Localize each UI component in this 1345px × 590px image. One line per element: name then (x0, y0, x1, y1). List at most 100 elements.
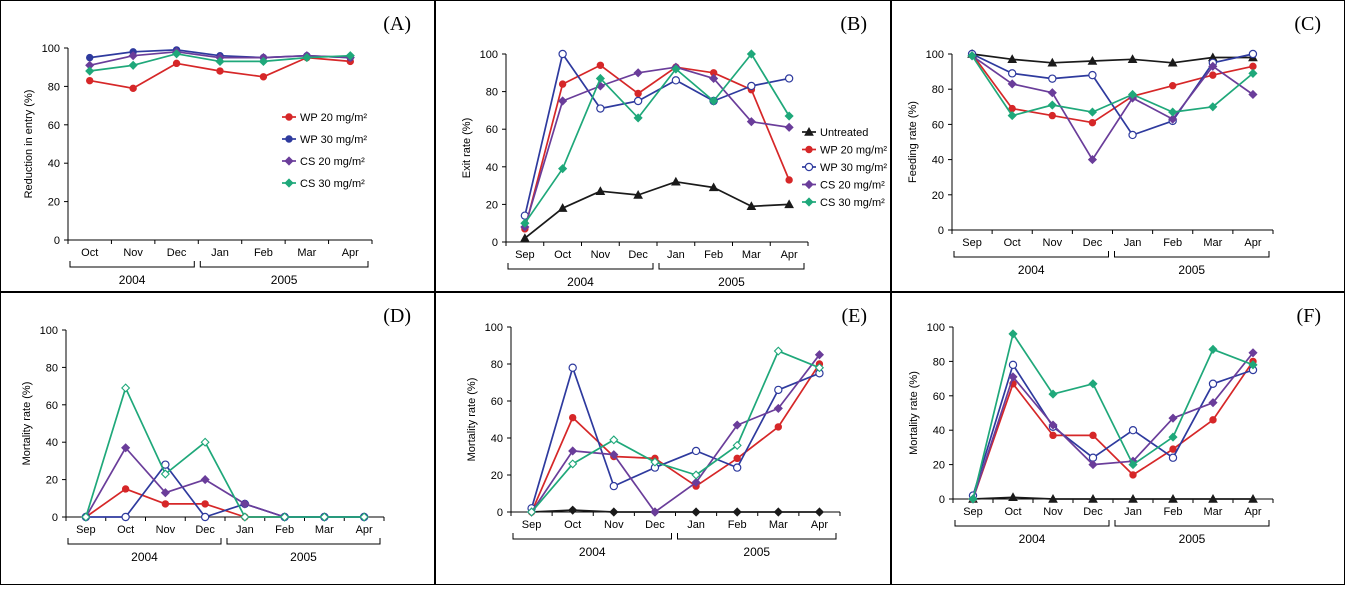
data-point (1008, 360, 1018, 370)
series-green (968, 329, 1258, 504)
series-line (530, 350, 820, 513)
data-point (1248, 89, 1258, 100)
x-tick-label: Feb (275, 524, 294, 536)
data-point (1008, 372, 1018, 382)
data-point (814, 350, 825, 360)
series-line (524, 180, 790, 239)
x-tick-label: Oct (117, 524, 134, 536)
y-tick-label: 100 (926, 49, 944, 61)
data-point (1089, 431, 1097, 440)
x-tick-label: Sep (962, 237, 982, 249)
y-axis-title: Feeding rate (%) (907, 101, 919, 183)
data-point (747, 81, 756, 91)
year-label: 2004 (1018, 263, 1045, 277)
x-tick-label: Feb (254, 247, 273, 259)
data-point (746, 117, 756, 127)
data-point (774, 423, 783, 431)
data-point (1208, 61, 1218, 71)
x-tick-label: Dec (628, 249, 648, 261)
x-tick-label: Feb (1164, 506, 1183, 518)
x-tick-label: Dec (1083, 237, 1103, 249)
y-tick-label: 40 (491, 433, 503, 445)
data-point (200, 512, 210, 522)
data-point (568, 459, 578, 469)
y-tick-label: 80 (46, 362, 58, 374)
x-tick-label: Feb (704, 249, 723, 261)
data-point (1008, 492, 1018, 501)
x-tick-label: Oct (1004, 506, 1021, 518)
x-tick-label: Mar (297, 247, 316, 259)
data-point (1087, 107, 1098, 117)
y-tick-label: 60 (48, 120, 60, 132)
x-tick-label: Sep (522, 519, 542, 531)
data-point (709, 73, 719, 84)
data-point (520, 233, 530, 242)
data-point (1168, 114, 1178, 124)
y-tick-label: 60 (933, 391, 945, 403)
legend: WP 20 mg/m² WP 30 mg/m² CS 20 mg/m² CS 30 m… (282, 112, 367, 190)
data-point (1049, 431, 1057, 440)
year-bracket (512, 533, 672, 540)
data-point (121, 512, 130, 522)
x-tick-label: Nov (123, 247, 143, 259)
legend-marker (804, 197, 814, 207)
y-axis-title: Mortality rate (%) (908, 371, 920, 455)
data-point (359, 512, 369, 522)
panel-label: (C) (1294, 13, 1321, 35)
data-point (1007, 79, 1017, 89)
panel-border (0, 0, 435, 292)
series-line (530, 354, 821, 513)
data-point (671, 76, 681, 85)
legend-marker (805, 145, 813, 154)
data-point (1249, 62, 1257, 71)
data-point (691, 470, 701, 480)
legend-marker (285, 113, 293, 121)
series-green (81, 383, 369, 522)
data-point (784, 74, 794, 83)
data-point (1168, 81, 1177, 90)
series-red (969, 357, 1257, 503)
x-tick-label: Nov (591, 249, 611, 261)
x-tick-label: Nov (1043, 237, 1063, 249)
y-tick-label: 80 (48, 81, 60, 93)
y-tick-label: 60 (46, 400, 58, 412)
data-point (784, 122, 794, 132)
data-point (1127, 54, 1138, 63)
data-point (568, 446, 578, 456)
year-bracket (226, 538, 381, 545)
legend-marker (285, 135, 293, 143)
series-red (521, 61, 793, 233)
series-line (971, 55, 1254, 161)
year-bracket (67, 538, 222, 545)
data-point (1248, 49, 1258, 59)
year-bracket (954, 520, 1110, 527)
year-label: 2005 (718, 275, 745, 289)
data-point (520, 218, 530, 228)
data-point (129, 84, 137, 93)
data-point (1168, 432, 1178, 442)
data-point (1168, 453, 1178, 462)
series-black (967, 48, 1258, 67)
year-label: 2005 (271, 273, 298, 287)
data-point (773, 507, 783, 517)
panel-border (891, 292, 1345, 585)
year-bracket (677, 533, 837, 540)
data-point (1087, 56, 1098, 65)
year-label: 2004 (579, 545, 606, 559)
y-tick-label: 40 (486, 162, 498, 174)
y-tick-label: 0 (938, 225, 944, 237)
series-purple (520, 62, 794, 232)
y-tick-label: 80 (933, 356, 945, 368)
series-blue (527, 363, 824, 513)
data-point (733, 454, 741, 463)
panel-label: (F) (1297, 305, 1321, 327)
data-point (161, 500, 170, 508)
x-tick-label: Jan (667, 249, 685, 261)
data-point (774, 385, 783, 395)
x-tick-label: Apr (1244, 506, 1261, 518)
data-point (128, 51, 138, 61)
data-point (671, 64, 681, 74)
x-tick-label: Sep (963, 506, 983, 518)
panel-label: (B) (840, 13, 867, 35)
